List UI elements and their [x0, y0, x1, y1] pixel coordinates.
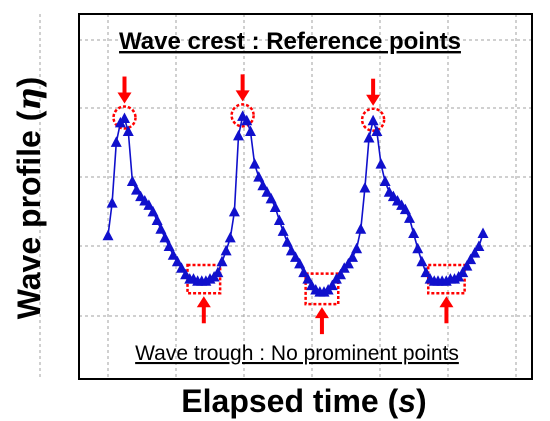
y-axis-title-close: )	[11, 77, 47, 88]
data-point-marker	[290, 251, 301, 262]
plot-frame	[78, 13, 533, 380]
data-point-marker	[106, 197, 118, 208]
data-point-marker	[326, 279, 338, 291]
trough-label: Wave trough : No prominent points	[135, 342, 459, 365]
wave-series-markers	[102, 110, 489, 297]
data-point-marker	[163, 240, 175, 252]
data-point-marker	[220, 244, 232, 256]
y-axis-title-symbol: η	[10, 87, 48, 110]
data-point-marker	[355, 223, 367, 234]
data-point-marker	[298, 266, 310, 278]
data-point-marker	[212, 266, 224, 278]
trough-highlight-box	[304, 272, 340, 306]
data-point-marker	[143, 199, 155, 210]
data-point-marker	[359, 181, 371, 193]
x-axis-title-text: Elapsed time (	[181, 383, 398, 419]
data-point-marker	[399, 203, 411, 215]
data-point-marker	[404, 212, 415, 223]
data-point-marker	[228, 205, 240, 217]
x-axis-title: Elapsed time (s)	[181, 383, 426, 419]
trough-arrow-head	[439, 296, 454, 308]
crest-arrow-head	[235, 90, 250, 102]
data-point-marker	[249, 158, 261, 169]
data-point-marker	[408, 227, 420, 239]
y-axis-title-text: Wave profile (	[11, 110, 47, 319]
data-point-marker	[412, 242, 424, 254]
data-point-marker	[335, 268, 346, 280]
data-point-marker	[245, 125, 256, 137]
data-point-marker	[155, 223, 167, 234]
trough-arrow-head	[196, 296, 211, 308]
data-point-marker	[457, 266, 469, 278]
y-axis-title: Wave profile (η)	[10, 77, 48, 320]
crest-label: Wave crest : Reference points	[119, 28, 461, 55]
data-point-marker	[126, 175, 138, 186]
data-point-marker	[379, 175, 391, 186]
data-point-marker	[461, 260, 473, 271]
crest-arrow-head	[366, 94, 381, 106]
data-point-marker	[294, 257, 306, 269]
x-axis-title-symbol: s	[398, 383, 416, 419]
data-point-marker	[233, 129, 244, 141]
data-point-marker	[122, 125, 134, 137]
data-point-marker	[167, 249, 179, 260]
data-point-marker	[375, 158, 387, 169]
grid-lines	[39, 14, 532, 379]
data-point-marker	[465, 253, 477, 265]
x-axis-title-close: )	[416, 383, 427, 419]
data-point-marker	[477, 227, 489, 239]
crest-highlight-circle	[112, 105, 137, 130]
data-point-marker	[265, 192, 277, 204]
data-point-marker	[151, 214, 163, 226]
data-point-marker	[224, 231, 236, 243]
data-point-marker	[241, 114, 253, 126]
data-point-marker	[285, 244, 297, 256]
data-point-marker	[131, 184, 142, 195]
data-point-marker	[342, 257, 354, 269]
data-point-marker	[277, 225, 289, 236]
data-point-marker	[347, 251, 358, 262]
data-point-marker	[273, 214, 285, 226]
data-point-marker	[469, 247, 481, 258]
data-point-marker	[257, 179, 269, 191]
data-point-marker	[176, 262, 187, 273]
crest-highlight-circle	[230, 103, 255, 128]
data-point-marker	[281, 236, 293, 247]
data-point-marker	[351, 242, 363, 254]
data-point-marker	[102, 229, 114, 241]
crest-highlight-circle	[360, 107, 386, 132]
annotations	[112, 74, 466, 335]
data-point-marker	[110, 136, 122, 147]
data-point-marker	[216, 255, 228, 267]
data-point-marker	[269, 201, 281, 212]
data-point-marker	[253, 171, 265, 182]
data-point-marker	[302, 273, 314, 284]
crest-arrow-head	[117, 92, 132, 104]
data-point-marker	[473, 240, 485, 252]
data-point-marker	[171, 255, 183, 267]
data-point-marker	[261, 186, 273, 197]
data-point-marker	[159, 231, 171, 243]
data-point-marker	[367, 114, 379, 126]
data-point-marker	[363, 132, 375, 143]
data-point-marker	[420, 266, 432, 278]
data-point-marker	[371, 125, 383, 137]
data-point-marker	[416, 255, 428, 267]
data-point-marker	[147, 205, 159, 217]
trough-arrow-head	[314, 307, 329, 319]
data-point-marker	[119, 112, 130, 124]
